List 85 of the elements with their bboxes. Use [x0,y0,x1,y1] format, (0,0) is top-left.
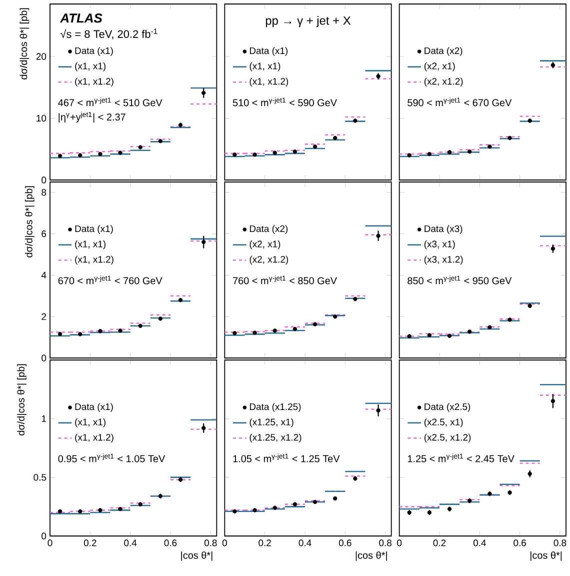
legend-label: (x1, x1) [75,62,106,72]
point [508,136,512,140]
x-tick-label: 0.4 [298,540,312,546]
legend-label: (x1.25, x1) [250,418,294,428]
y-tick-label: 20 [36,53,46,60]
point [333,136,338,140]
legend-label: (x1, x1.2) [75,434,114,443]
y-axis-title: dσ/d|cos θ*| [pb] [17,364,26,436]
point [376,234,380,238]
legend-label: (x2, x1.2) [250,256,288,265]
annotation: 510 < m$^{γ-jet1}$ < 590 GeV [232,97,337,106]
x-tick-label: 0.4 [124,540,137,546]
x-tick-label: 0.8 [554,540,566,546]
y-axis-title: dσ/d|cos θ*| [pb] [20,8,30,80]
point [202,426,206,430]
x-tick-label: 0.2 [84,540,96,546]
x-tick-label: 0 [222,540,227,546]
legend-label: Data (x1) [250,47,288,56]
legend-label: (x1.25, x1.2) [250,434,302,443]
x-tick-label: 0.6 [514,540,526,546]
y-axis-title: dσ/d|cos θ*| [pb] [25,186,34,258]
y-tick-label: 10 [36,114,46,122]
y-tick-label: 0 [42,176,46,184]
legend-label: (x2, x1) [250,240,280,250]
x-tick-label: 0.6 [164,540,177,546]
legend-label: (x1, x1) [250,62,280,72]
point [353,476,358,481]
legend-label: Data (x1) [75,47,113,56]
legend-label: Data (x1.25) [250,403,301,412]
legend-label: (x1, x1.2) [75,256,114,265]
annotation: 590 < m$^{γ-jet1}$ < 670 GeV [408,97,512,106]
legend-label: (x1, x1) [75,418,106,428]
legend-label: (x2, x1.2) [424,78,463,87]
annotation: 1.05 < m$^{γ-jet1}$ < 1.25 TeV [233,453,340,462]
x-axis-title: |cos θ*| [181,551,212,561]
x-tick-label: 0.6 [338,540,352,546]
annotation: 670 < m$^{γ-jet1}$ < 760 GeV [58,275,162,284]
annotation: 850 < m$^{γ-jet1}$ < 950 GeV [408,275,512,284]
x-tick-label: 0.4 [473,540,486,546]
legend-label: (x1, x1) [75,240,106,250]
x-axis-title: |cos θ*| [530,551,562,561]
legend-label: (x2.5, x1.2) [424,434,471,443]
annotation: 1.25 < m$^{γ-jet1}$ < 2.45 TeV [408,453,514,462]
text: √s = 8 TeV, 20.2 fb$^{-1}$ [60,28,158,40]
y-tick-label: 0 [42,354,46,362]
point [292,326,298,332]
point [353,296,358,302]
y-tick-label: 1 [42,415,46,422]
point [202,90,206,96]
y-tick-label: 8 [42,189,46,196]
x-tick-label: 0 [48,540,52,546]
y-tick-label: 0 [42,532,46,540]
legend-label: (x2, x1) [424,62,455,72]
x-axis-title: |cos θ*| [356,551,387,561]
x-tick-label: 0 [397,540,402,546]
legend-label: Data (x1) [75,225,113,234]
text: ATLAS [60,13,102,23]
annotation: 760 < m$^{γ-jet1}$ < 850 GeV [233,275,337,284]
y-tick-label: 6 [42,230,46,238]
legend-label: Data (x2.5) [424,403,470,412]
legend-label: (x1, x1.2) [75,78,114,87]
legend-label: Data (x1) [75,403,113,412]
y-tick-label: 0.5 [34,474,46,481]
point [376,408,380,413]
annotation: |η$^{γ}$+y$^{jet1}$| < 2.37 [58,112,126,123]
point [550,398,556,404]
point [202,240,206,244]
point [447,506,452,512]
y-tick-label: 2 [42,313,46,320]
legend-label: Data (x2) [424,47,462,56]
y-tick-label: 4 [41,272,46,278]
annotation: 0.95 < m$^{γ-jet1}$ < 1.05 TeV [58,453,166,462]
annotation: 467 < m$^{γ-jet1}$ < 510 GeV [58,97,162,106]
x-tick-label: 0.2 [433,540,446,546]
legend-label: (x3, x1) [424,240,455,250]
x-tick-label: 0.2 [258,540,271,546]
legend-label: Data (x2) [250,225,288,234]
x-tick-label: 0.8 [379,540,392,546]
legend-label: (x1, x1.2) [250,78,288,87]
legend-label: (x3, x1.2) [424,256,463,265]
x-tick-label: 0.8 [204,540,217,546]
text: pp → γ + jet + X [266,16,351,28]
point [118,506,122,512]
legend-label: (x2.5, x1) [424,418,463,428]
legend-label: Data (x3) [424,225,462,234]
